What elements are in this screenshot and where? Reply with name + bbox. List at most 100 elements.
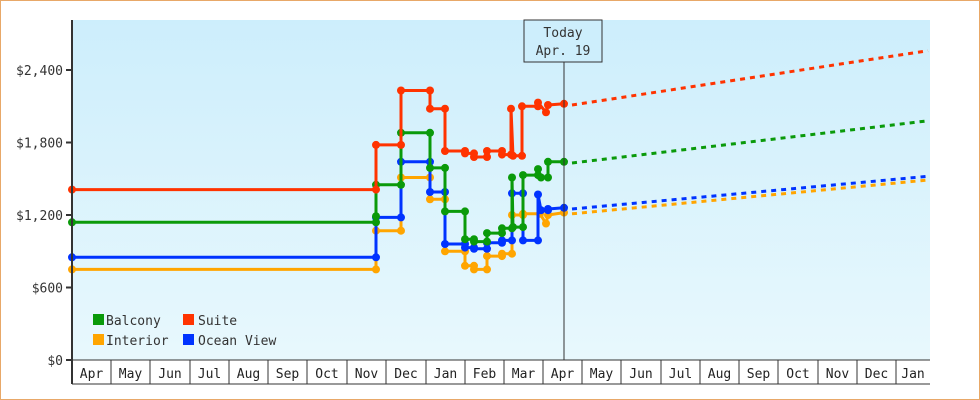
data-point[interactable] [534, 165, 542, 174]
x-month-label: Mar [512, 367, 536, 382]
data-point[interactable] [372, 185, 380, 194]
data-point[interactable] [441, 104, 449, 113]
x-month-label: Aug [237, 367, 260, 382]
data-point[interactable] [483, 153, 491, 161]
x-month-label: Dec [865, 367, 888, 382]
data-point[interactable] [441, 207, 449, 216]
x-month-label: Nov [355, 367, 379, 382]
x-month-label: Feb [473, 367, 497, 382]
x-month-label: Aug [708, 367, 731, 382]
data-point[interactable] [483, 229, 491, 238]
data-point[interactable] [544, 157, 552, 166]
x-month-label: May [119, 367, 143, 382]
data-point[interactable] [426, 104, 434, 113]
data-point[interactable] [426, 195, 434, 204]
data-point[interactable] [537, 206, 545, 215]
data-point[interactable] [509, 151, 517, 160]
legend: Balcony Suite Interior Ocean View [93, 314, 276, 349]
legend-label: Interior [106, 334, 169, 349]
data-point[interactable] [372, 212, 380, 221]
x-month-label: May [590, 367, 614, 382]
data-point[interactable] [537, 173, 545, 182]
data-point[interactable] [441, 247, 449, 256]
data-point[interactable] [498, 249, 506, 258]
data-point[interactable] [544, 173, 552, 182]
data-point[interactable] [483, 265, 491, 274]
data-point[interactable] [542, 219, 550, 228]
data-point[interactable] [372, 265, 380, 274]
data-point[interactable] [372, 218, 380, 227]
data-point[interactable] [508, 249, 516, 258]
data-point[interactable] [508, 173, 516, 182]
data-point[interactable] [441, 163, 449, 172]
data-point[interactable] [507, 104, 515, 113]
data-point[interactable] [397, 213, 405, 222]
data-point[interactable] [483, 252, 491, 261]
data-point[interactable] [461, 207, 469, 216]
data-point[interactable] [508, 236, 516, 245]
interior-swatch [93, 334, 104, 345]
legend-item-balcony[interactable]: Balcony [93, 314, 161, 329]
legend-label: Ocean View [198, 334, 276, 349]
data-point[interactable] [397, 86, 405, 95]
data-point[interactable] [426, 128, 434, 137]
data-point[interactable] [498, 224, 506, 233]
data-point[interactable] [397, 140, 405, 149]
data-point[interactable] [470, 237, 478, 246]
data-point[interactable] [397, 226, 405, 235]
today-label: Today [543, 26, 582, 41]
data-point[interactable] [372, 253, 380, 262]
data-point[interactable] [483, 244, 491, 253]
today-marker: Today Apr. 19 [523, 19, 603, 360]
data-point[interactable] [397, 180, 405, 189]
data-point[interactable] [461, 243, 469, 252]
data-point[interactable] [518, 102, 526, 111]
legend-label: Balcony [106, 314, 161, 329]
data-point[interactable] [470, 265, 478, 274]
data-point[interactable] [519, 223, 527, 232]
data-point[interactable] [426, 86, 434, 95]
y-tick-label: $1,200 [16, 209, 63, 224]
legend-item-interior[interactable]: Interior [93, 334, 169, 349]
data-point[interactable] [441, 240, 449, 248]
data-point[interactable] [461, 235, 469, 244]
data-point[interactable] [441, 147, 449, 155]
legend-item-suite[interactable]: Suite [183, 314, 237, 329]
data-point[interactable] [534, 190, 542, 199]
data-point[interactable] [534, 236, 542, 245]
x-month-label: Jun [158, 367, 181, 382]
data-point[interactable] [470, 244, 478, 253]
x-month-label: Jun [629, 367, 652, 382]
x-month-label: Sep [276, 367, 300, 382]
data-point[interactable] [544, 205, 552, 213]
data-point[interactable] [544, 101, 552, 109]
data-point[interactable] [461, 261, 469, 270]
data-point[interactable] [518, 151, 526, 160]
data-point[interactable] [542, 108, 550, 117]
data-point[interactable] [519, 171, 527, 180]
legend-item-ocean-view[interactable]: Ocean View [183, 334, 276, 349]
data-point[interactable] [470, 153, 478, 161]
data-point[interactable] [483, 237, 491, 246]
data-point[interactable] [372, 140, 380, 149]
x-month-label: Jan [434, 367, 457, 382]
today-date: Apr. 19 [536, 44, 591, 59]
y-tick-label: $600 [32, 282, 63, 297]
series-balcony [68, 119, 929, 246]
data-point[interactable] [519, 236, 527, 245]
data-point[interactable] [509, 223, 517, 232]
data-point[interactable] [534, 98, 542, 107]
x-month-label: Jul [198, 367, 221, 382]
balcony-swatch [93, 314, 104, 325]
data-point[interactable] [461, 149, 469, 158]
data-point[interactable] [426, 188, 434, 196]
x-month-label: Dec [394, 367, 417, 382]
data-point[interactable] [498, 150, 506, 159]
y-tick-label: $2,400 [16, 64, 63, 79]
data-point[interactable] [483, 147, 491, 155]
data-point[interactable] [426, 163, 434, 172]
series-layer [68, 49, 929, 274]
data-point[interactable] [498, 236, 506, 245]
